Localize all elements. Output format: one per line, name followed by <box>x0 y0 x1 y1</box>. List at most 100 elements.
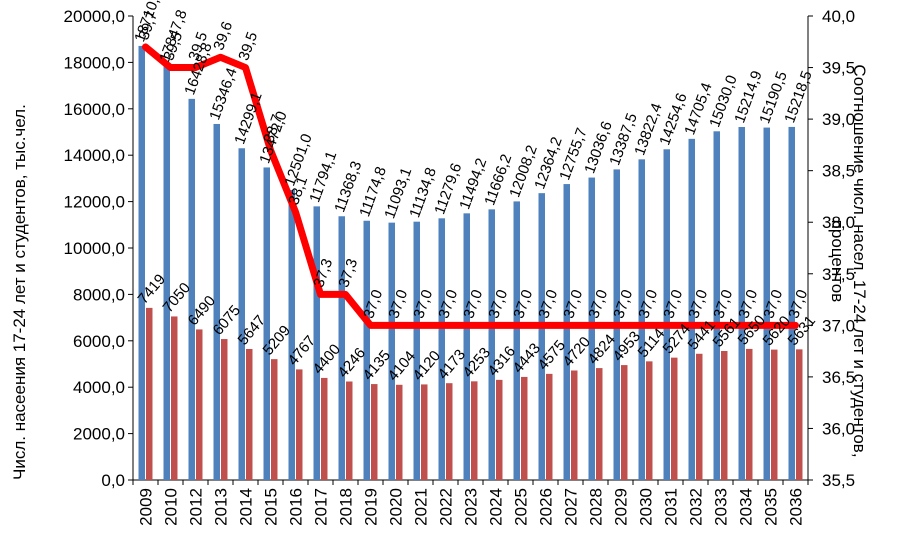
x-tick-label: 2021 <box>412 488 431 526</box>
bar-red <box>196 329 203 480</box>
bar-red <box>421 384 428 480</box>
bar-red <box>446 383 453 480</box>
bar-blue <box>438 218 445 480</box>
bar-blue <box>263 167 270 481</box>
right-tick-label: 38,0 <box>822 213 855 232</box>
x-tick-label: 2014 <box>237 488 256 526</box>
bar-red <box>796 349 803 480</box>
left-tick-label: 6000,0 <box>73 332 125 351</box>
right-tick-label: 40,0 <box>822 7 855 26</box>
bar-blue <box>313 206 320 480</box>
bar-red <box>471 381 478 480</box>
right-tick-label: 39,5 <box>822 59 855 78</box>
bar-blue <box>488 209 495 480</box>
left-tick-label: 2000,0 <box>73 425 125 444</box>
left-tick-label: 16000,0 <box>64 100 125 119</box>
x-tick-label: 2033 <box>712 488 731 526</box>
bar-blue <box>213 123 220 481</box>
label-line: 39,5 <box>235 30 261 63</box>
bar-blue <box>388 222 395 480</box>
line-ratio <box>142 43 799 329</box>
bar-red <box>671 357 678 480</box>
bar-red <box>271 359 278 480</box>
bar-red <box>496 379 503 480</box>
label-blue: 14705,4 <box>681 80 716 137</box>
x-tick-label: 2035 <box>762 488 781 526</box>
right-tick-label: 36,0 <box>822 419 855 438</box>
x-tick-label: 2034 <box>737 488 756 526</box>
bar-blue <box>713 131 720 480</box>
left-tick-label: 4000,0 <box>73 378 125 397</box>
bar-blue <box>238 148 245 481</box>
bar-blue <box>413 221 420 480</box>
x-tick-label: 2027 <box>562 488 581 526</box>
x-tick-label: 2022 <box>437 488 456 526</box>
left-tick-label: 8000,0 <box>73 285 125 304</box>
x-tick-label: 2036 <box>787 488 806 526</box>
x-tick-label: 2023 <box>462 488 481 526</box>
left-tick-label: 0,0 <box>101 471 125 490</box>
x-tick-label: 2025 <box>512 488 531 526</box>
x-tick-label: 2026 <box>537 488 556 526</box>
bar-red <box>221 339 228 480</box>
label-blue: 12755,7 <box>556 126 591 183</box>
x-tick-label: 2009 <box>137 488 156 526</box>
bar-blue <box>513 201 520 480</box>
bar-blue <box>763 127 770 481</box>
x-tick-label: 2017 <box>312 488 331 526</box>
x-tick-label: 2029 <box>612 488 631 526</box>
left-tick-label: 18000,0 <box>64 53 125 72</box>
x-tick-label: 2012 <box>187 488 206 526</box>
bar-red <box>321 377 328 480</box>
bar-blue <box>538 193 545 480</box>
x-tick-label: 2028 <box>587 488 606 526</box>
bar-red <box>721 350 728 480</box>
left-tick-label: 12000,0 <box>64 193 125 212</box>
bar-blue <box>338 216 345 481</box>
x-tick-label: 2016 <box>287 488 306 526</box>
bar-red <box>621 365 628 480</box>
bar-blue <box>738 127 745 481</box>
x-tick-label: 2018 <box>337 488 356 526</box>
bar-red <box>396 384 403 480</box>
right-tick-label: 35,5 <box>822 471 855 490</box>
x-tick-label: 2013 <box>212 488 231 526</box>
x-tick-label: 2020 <box>387 488 406 526</box>
bar-red <box>246 348 253 480</box>
bar-blue <box>188 98 195 480</box>
bar-red <box>771 349 778 480</box>
bar-blue <box>688 138 695 480</box>
bar-red <box>546 373 553 480</box>
x-tick-label: 2024 <box>487 488 506 526</box>
bar-red <box>596 368 603 480</box>
bar-red <box>521 376 528 480</box>
bar-red <box>371 384 378 480</box>
bar-red <box>171 316 178 480</box>
bar-blue <box>663 149 670 480</box>
bar-blue <box>163 65 170 481</box>
right-tick-label: 37,5 <box>822 265 855 284</box>
bar-blue <box>138 45 145 480</box>
bar-red <box>696 353 703 480</box>
bar-red <box>571 370 578 480</box>
right-axis-label: Соотношение числ. насел. 17-24 лет и сту… <box>828 64 869 458</box>
label-line: 39,6 <box>210 19 236 52</box>
label-blue: 15346,4 <box>206 66 241 123</box>
bar-blue <box>288 189 295 480</box>
bar-blue <box>463 213 470 480</box>
left-tick-label: 10000,0 <box>64 239 125 258</box>
x-tick-label: 2019 <box>362 488 381 526</box>
bar-blue <box>788 126 795 481</box>
bar-blue <box>563 184 570 481</box>
bar-red <box>646 361 653 480</box>
bar-blue <box>363 220 370 481</box>
right-tick-label: 37,0 <box>822 316 855 335</box>
right-tick-label: 38,5 <box>822 162 855 181</box>
right-tick-label: 39,0 <box>822 110 855 129</box>
bar-red <box>296 369 303 480</box>
x-tick-label: 2032 <box>687 488 706 526</box>
left-axis-label: Числ. насеения 17-24 лет и студентов, ты… <box>10 104 29 480</box>
bar-red <box>746 348 753 480</box>
